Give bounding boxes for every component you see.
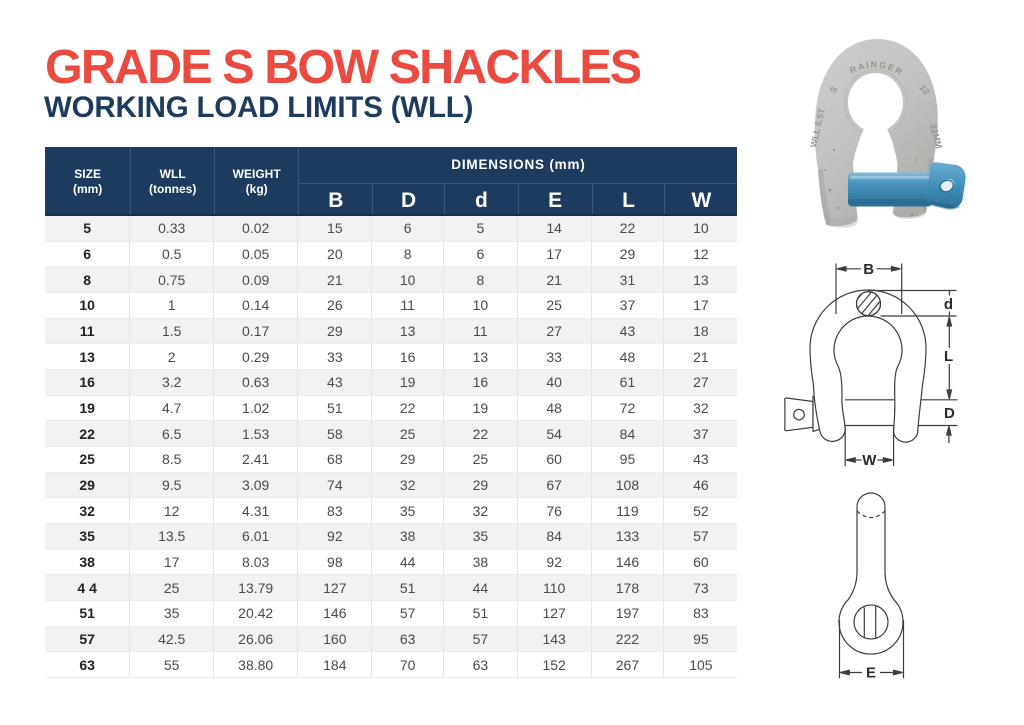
svg-text:S: S: [828, 84, 840, 95]
svg-text:D: D: [944, 405, 955, 422]
svg-text:B: B: [863, 261, 874, 278]
svg-text:L: L: [944, 348, 953, 365]
svg-text:12: 12: [918, 83, 932, 97]
svg-text:E: E: [866, 665, 876, 682]
svg-text:W: W: [862, 452, 877, 469]
svg-text:d: d: [944, 296, 953, 313]
